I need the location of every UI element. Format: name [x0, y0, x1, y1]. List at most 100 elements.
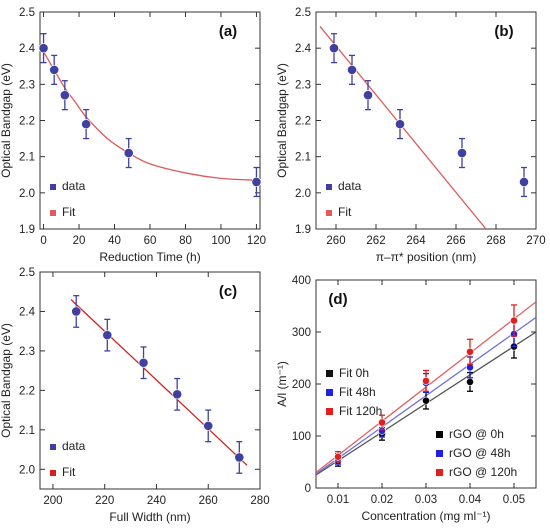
data-point	[172, 389, 183, 400]
y-tick-label: 0	[305, 483, 311, 495]
x-axis-title: Reduction Time (h)	[99, 250, 200, 264]
y-axis-title: Optical Bandgap (eV)	[0, 323, 13, 438]
y-tick-label: 2.2	[19, 385, 35, 397]
x-tick-label: 270	[526, 235, 545, 247]
y-axis-title: Optical Bandgap (eV)	[275, 63, 289, 178]
y-axis-title: Optical Bandgap (eV)	[0, 63, 13, 178]
fit-line	[42, 51, 257, 181]
y-tick-label: 2.5	[295, 7, 311, 19]
data-point	[347, 64, 357, 75]
x-axis-title: Concentration (mg ml⁻¹)	[361, 509, 490, 523]
y-tick-label: 2.4	[295, 43, 312, 55]
legend-swatch	[50, 470, 56, 476]
y-tick-label: 2.4	[19, 43, 36, 55]
legend-item: Fit 120h	[326, 404, 382, 418]
legend-swatch	[326, 370, 333, 377]
data-point	[234, 452, 245, 463]
y-tick-label: 2.0	[19, 188, 35, 200]
data-point	[49, 64, 60, 75]
y-tick-label: 400	[292, 275, 311, 287]
data-point	[123, 148, 134, 158]
x-tick-label: 200	[43, 495, 62, 507]
x-tick-label: 264	[406, 235, 426, 247]
x-tick-label: 0	[40, 235, 46, 247]
x-tick-label: 262	[366, 235, 385, 247]
data-point	[395, 119, 405, 130]
legend-label: data	[62, 179, 86, 193]
panel-1: 0 20 40 60 80 100 120 1.9 2.0 2.1 2.2 2.3 2.4 2.5 Redu…	[0, 7, 266, 264]
data-point	[329, 43, 339, 54]
y-tick-label: 1.9	[295, 224, 311, 236]
y-axis-title: A/l (m⁻¹)	[275, 361, 289, 407]
data-point	[378, 418, 386, 427]
legend-item: Fit	[50, 205, 76, 219]
legend-item: data	[50, 179, 86, 193]
x-tick-label: 0.05	[503, 494, 525, 506]
data-point	[466, 378, 474, 386]
panel-label: (d)	[328, 291, 347, 308]
legend-label: rGO @ 120h	[449, 465, 517, 479]
x-tick-label: 40	[108, 235, 121, 247]
legend-label: Fit	[62, 205, 76, 219]
y-tick-label: 2.5	[19, 7, 35, 19]
x-tick-label: 0.01	[327, 494, 349, 506]
data-point	[422, 376, 430, 385]
y-tick-label: 1.9	[19, 224, 35, 236]
y-tick-label: 2.5	[19, 267, 35, 279]
data-point	[251, 177, 262, 187]
panel-2: 260 262 264 266 268 270 1.9 2.0 2.1 2.2 2.3 2.4 2.5 π…	[275, 7, 546, 264]
plot-frame	[315, 11, 537, 230]
data-point	[510, 316, 518, 325]
x-tick-label: 220	[95, 495, 114, 507]
legend-label: Fit 48h	[339, 385, 376, 399]
y-tick-label: 300	[292, 327, 311, 339]
legend-swatch	[326, 389, 333, 396]
legend-item: Fit	[50, 465, 76, 479]
y-tick-label: 2.3	[295, 79, 311, 91]
legend-item: rGO @ 0h	[436, 427, 504, 441]
legend-swatch	[326, 408, 333, 415]
legend-label: data	[338, 179, 362, 193]
x-tick-label: 120	[247, 235, 266, 247]
data-point	[59, 90, 70, 101]
legend-swatch	[50, 444, 56, 450]
panel-4: 0.01 0.02 0.03 0.04 0.05 0 100 200 300 400 Concent…	[275, 275, 537, 523]
panel-label: (b)	[494, 23, 513, 40]
legend-swatch	[436, 469, 443, 476]
legend-label: rGO @ 0h	[449, 427, 504, 441]
x-axis-title: Full Width (nm)	[109, 510, 190, 524]
y-tick-label: 200	[292, 379, 311, 391]
fit-line	[70, 299, 248, 466]
data-point	[81, 119, 92, 130]
legend-item: rGO @ 48h	[436, 446, 511, 460]
x-tick-label: 260	[199, 495, 218, 507]
data-point	[71, 306, 82, 317]
legend-label: Fit	[338, 205, 352, 219]
legend-swatch	[50, 210, 56, 216]
legend-item: data	[50, 439, 86, 453]
x-tick-label: 100	[211, 235, 230, 247]
data-point	[38, 43, 49, 54]
data-point	[457, 148, 467, 158]
y-tick-label: 2.2	[295, 116, 311, 128]
data-point	[519, 177, 529, 187]
x-axis-title: π–π* position (nm)	[376, 250, 477, 264]
y-tick-label: 2.4	[19, 306, 36, 318]
legend-swatch	[326, 184, 332, 190]
x-tick-label: 60	[144, 235, 157, 247]
y-tick-label: 2.1	[295, 152, 311, 164]
panel-label: (c)	[219, 283, 237, 300]
legend-swatch	[326, 210, 332, 216]
y-tick-label: 100	[292, 431, 311, 443]
y-tick-label: 2.2	[19, 116, 35, 128]
data-point	[422, 396, 430, 405]
y-tick-label: 2.0	[19, 464, 35, 476]
y-tick-label: 2.3	[19, 346, 35, 358]
legend-item: rGO @ 120h	[436, 465, 517, 479]
legend-label: Fit	[62, 465, 76, 479]
legend-item: data	[326, 179, 362, 193]
x-tick-label: 0.03	[415, 494, 437, 506]
panel-3: 200 220 240 260 280 2.0 2.1 2.2 2.3 2.4 2.5 Full Wi…	[0, 267, 270, 524]
plot-frame	[39, 271, 261, 490]
legend-label: rGO @ 48h	[449, 446, 511, 460]
